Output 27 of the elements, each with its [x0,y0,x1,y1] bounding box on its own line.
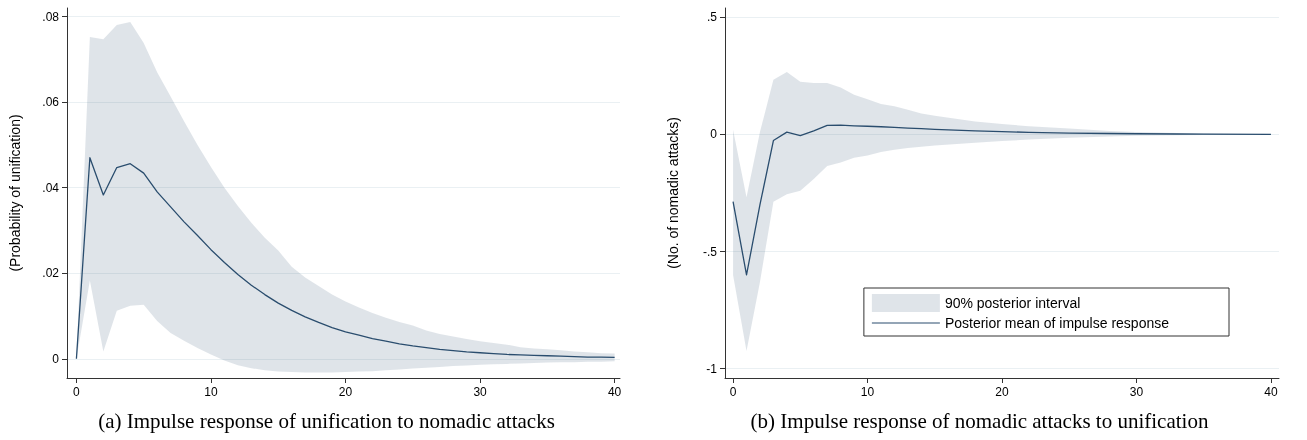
x-tick-label: 20 [995,385,1009,399]
y-tick-label: .06 [42,95,60,110]
y-tick-label: -.5 [702,244,718,259]
x-tick-label: 40 [1264,385,1278,399]
text: (b) Impulse response of nomadic attacks to unification [750,408,1209,433]
x-tick-label: 0 [73,385,81,399]
x-tick-label: 20 [338,385,353,399]
line-series [75,157,616,360]
text: (a) Impulse response of unification to nomadic attacks [98,408,555,433]
line-series [732,124,1272,276]
y-tick-label: .04 [42,180,60,195]
y-tick-label: .02 [42,266,60,281]
x-tick-label: 10 [204,385,218,399]
y-tick-label: 0 [52,351,60,366]
legend-label: Posterior mean of impulse response [944,315,1170,331]
y-tick-label: .08 [42,9,60,24]
y-axis-title: (No. of nomadic attacks) [665,117,681,269]
x-tick-label: 40 [607,385,622,399]
x-tick-label: 30 [1129,385,1144,399]
y-tick-label: .5 [706,10,718,25]
y-tick-label: 0 [710,127,718,142]
y-axis-title: (Probability of unification) [7,114,23,272]
annotation: 90% posterior interval [944,295,1081,311]
x-tick-label: 30 [473,385,488,399]
y-tick-label: -1 [706,361,718,376]
x-tick-label: 10 [860,385,875,399]
x-tick-label: 0 [729,385,737,399]
